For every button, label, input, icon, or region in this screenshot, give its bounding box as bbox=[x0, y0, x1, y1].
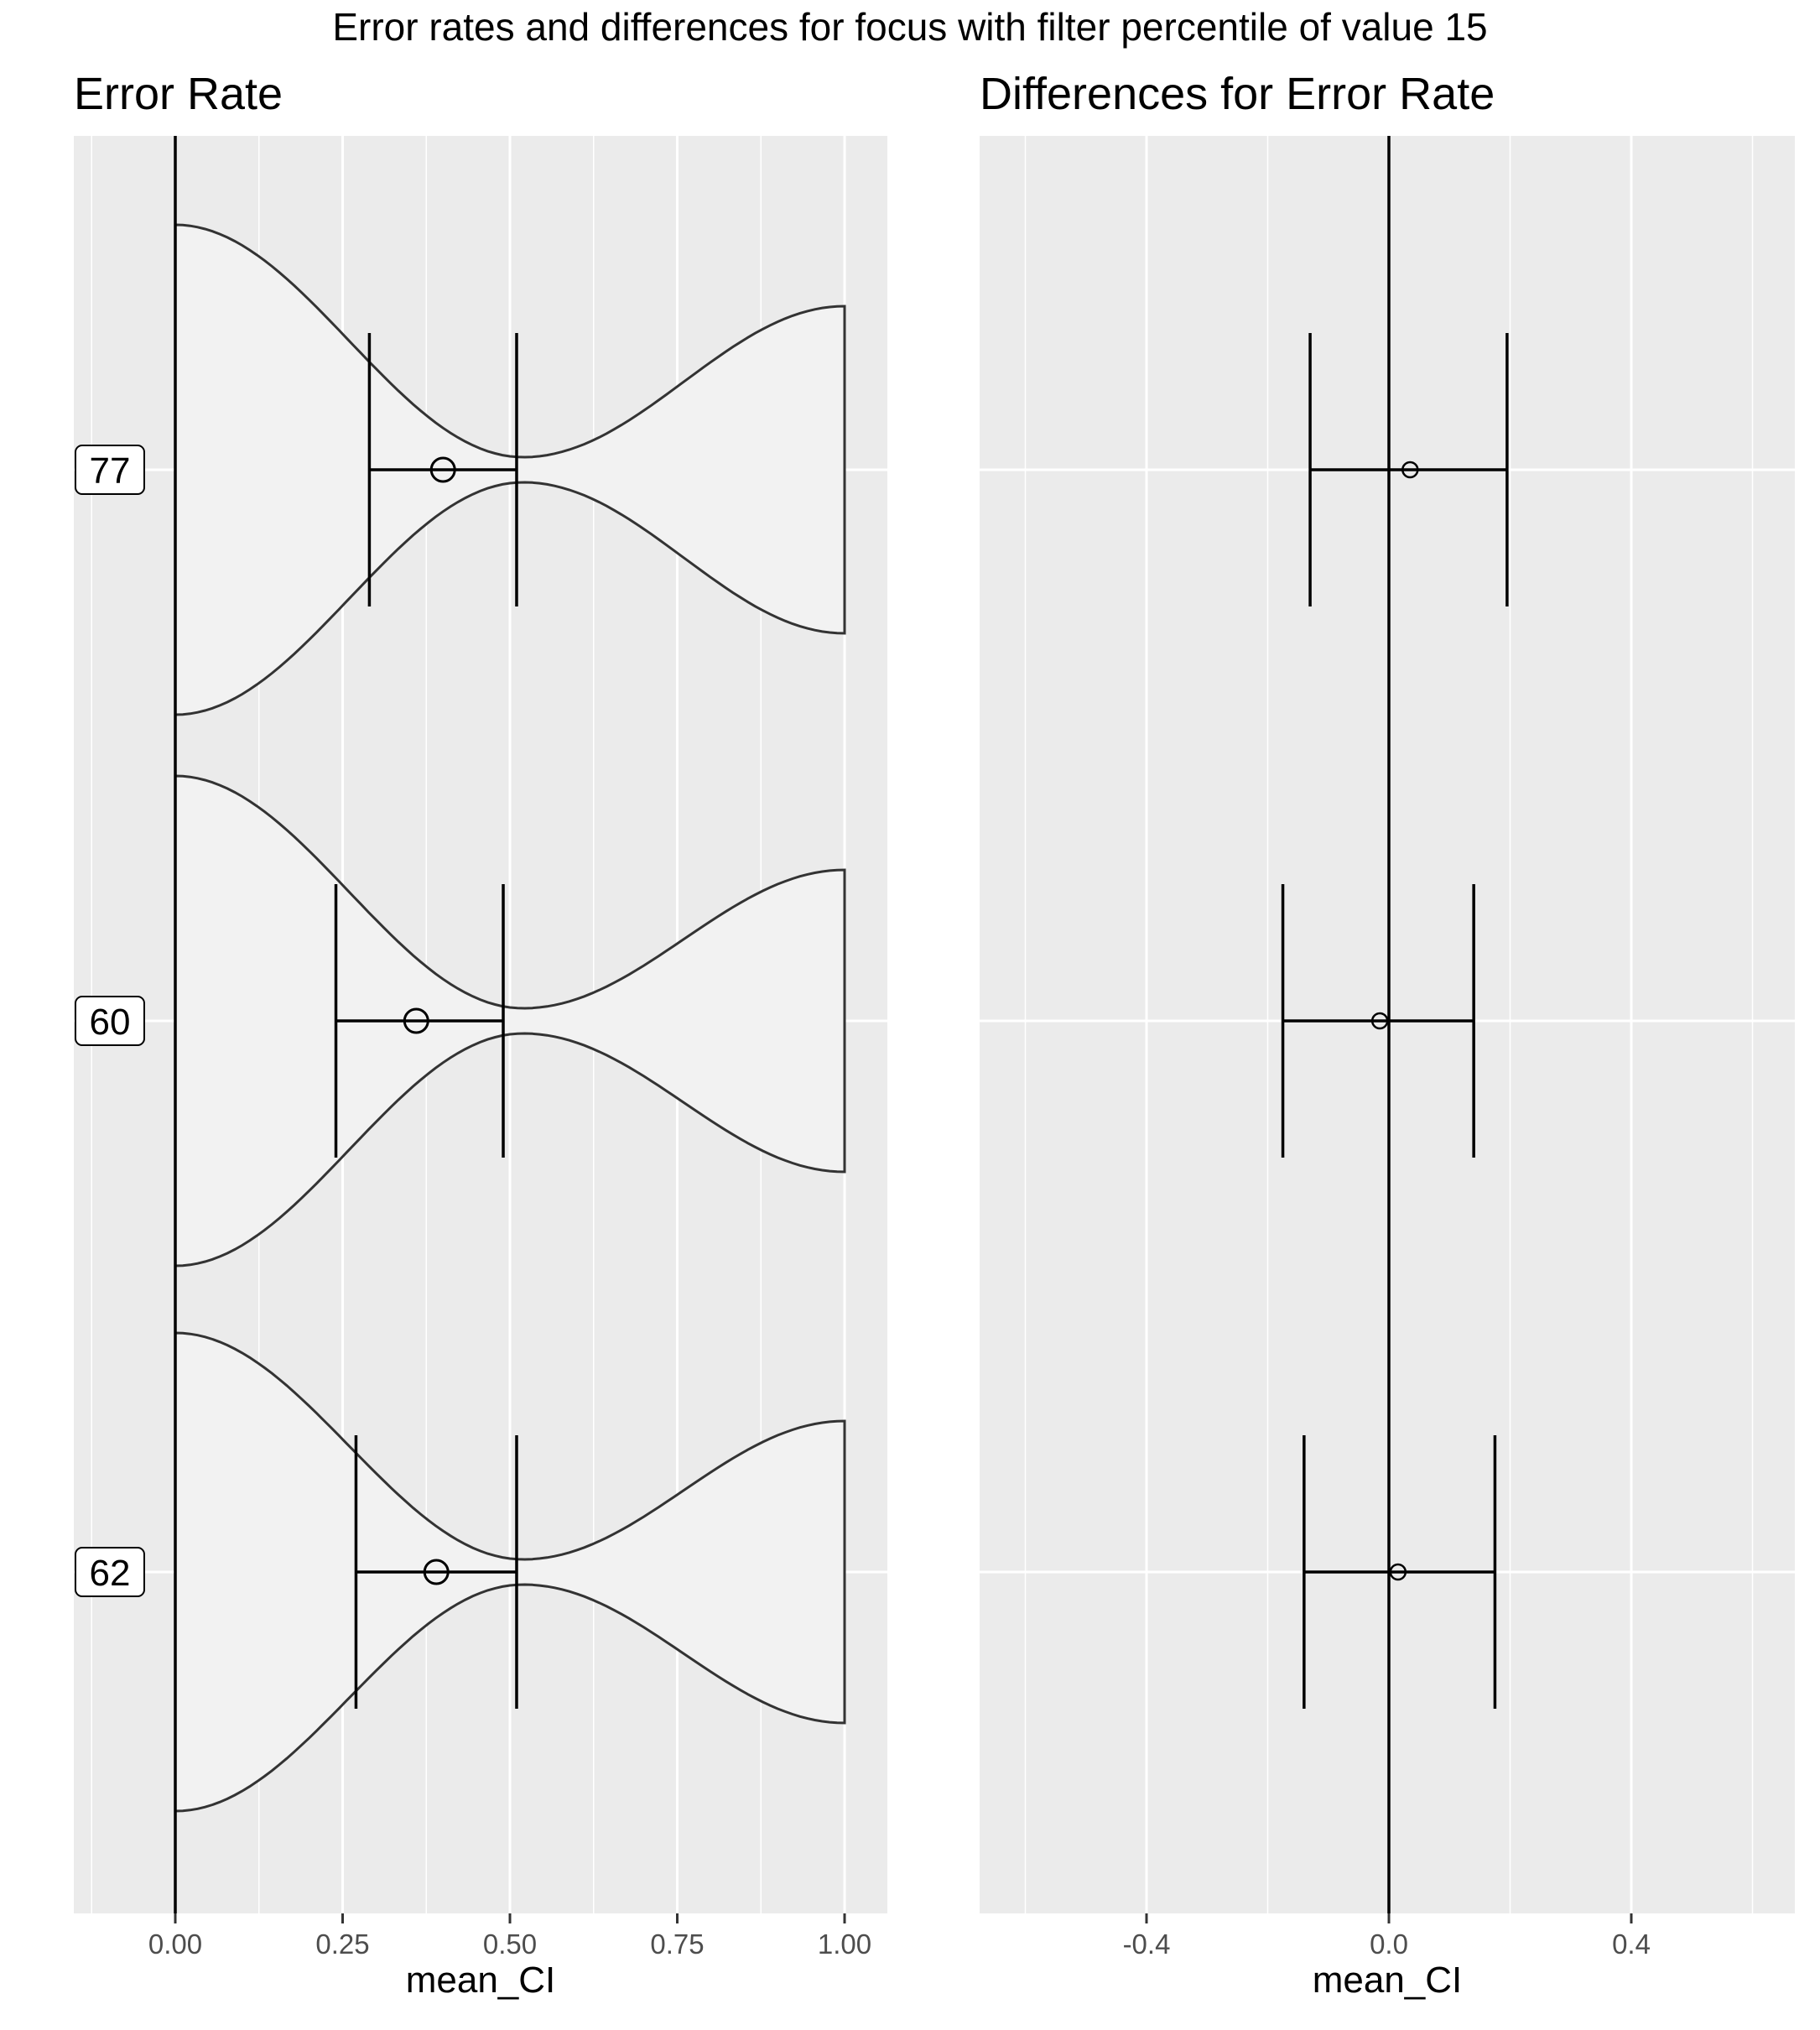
figure-title: Error rates and differences for focus wi… bbox=[332, 5, 1487, 49]
error-rate-panel: Error Rate 0.00 0.25 0.50 0.75 1.00 62 60 77 m… bbox=[74, 69, 887, 2001]
differences-x-tick-label: -0.4 bbox=[1123, 1928, 1171, 1960]
error-rate-x-tick-label: 0.00 bbox=[148, 1928, 202, 1960]
error-rate-x-tick-label: 0.50 bbox=[483, 1928, 537, 1960]
error-rate-x-axis-title: mean_CI bbox=[406, 1960, 556, 2001]
error-rate-panel-title: Error Rate bbox=[74, 69, 283, 119]
group-label-77: 77 bbox=[90, 450, 131, 492]
error-rate-x-tick-label: 0.25 bbox=[315, 1928, 369, 1960]
differences-x-tick-label: 0.0 bbox=[1370, 1928, 1408, 1960]
differences-x-tick-label: 0.4 bbox=[1612, 1928, 1651, 1960]
differences-x-axis-title: mean_CI bbox=[1313, 1960, 1463, 2001]
error-rate-x-tick-label: 0.75 bbox=[650, 1928, 704, 1960]
differences-panel-title: Differences for Error Rate bbox=[980, 69, 1495, 119]
differences-panel: Differences for Error Rate -0.4 0.0 0.4 me… bbox=[980, 69, 1795, 2001]
group-label-62: 62 bbox=[90, 1553, 131, 1594]
error-rate-x-tick-label: 1.00 bbox=[818, 1928, 871, 1960]
group-label-60: 60 bbox=[90, 1002, 131, 1043]
